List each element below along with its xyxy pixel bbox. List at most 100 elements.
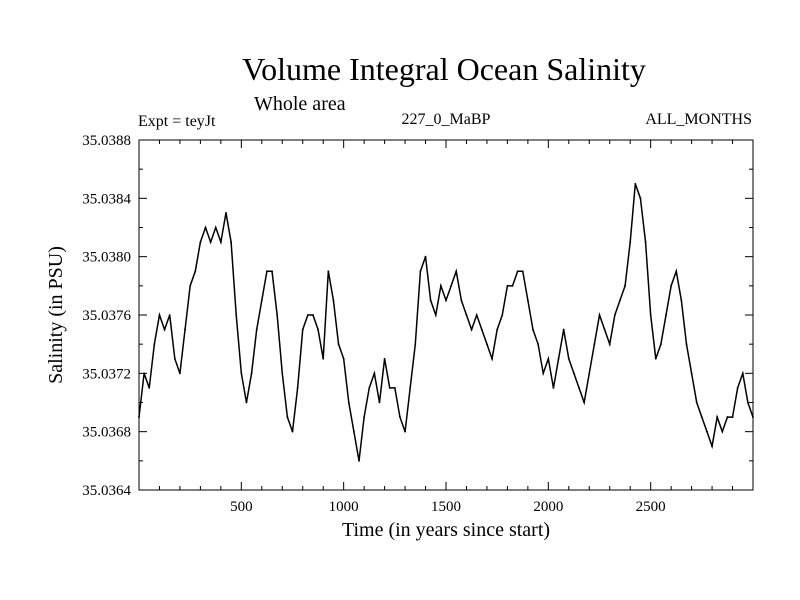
- salinity-data-point: [312, 314, 314, 316]
- salinity-data-point: [721, 430, 724, 433]
- experiment-annotation: Expt = teyJt: [138, 113, 216, 130]
- x-tick-label: 500: [230, 499, 253, 515]
- salinity-data-point: [593, 343, 596, 346]
- salinity-data-point: [731, 416, 734, 418]
- salinity-data-point: [608, 343, 611, 346]
- salinity-data-point: [557, 357, 560, 360]
- salinity-data-point: [547, 357, 550, 360]
- salinity-data-point: [306, 314, 309, 316]
- y-axis-label: Salinity (in PSU): [45, 246, 67, 384]
- salinity-data-point: [685, 343, 688, 346]
- salinity-data-point: [373, 372, 376, 375]
- salinity-data-point: [573, 372, 575, 375]
- salinity-data-point: [675, 270, 678, 273]
- salinity-data-point: [690, 372, 693, 375]
- salinity-data-point: [404, 430, 406, 433]
- salinity-data-point: [204, 226, 207, 229]
- salinity-data-point: [639, 197, 642, 200]
- y-tick-label: 35.0384: [82, 191, 131, 207]
- series-layer: [138, 182, 754, 462]
- salinity-data-point: [322, 357, 325, 360]
- salinity-data-point: [526, 299, 529, 302]
- salinity-data-point: [332, 299, 335, 302]
- y-tick-label: 35.0376: [82, 308, 131, 324]
- salinity-data-point: [552, 387, 555, 389]
- salinity-data-point: [368, 387, 371, 389]
- salinity-data-point: [480, 328, 483, 331]
- salinity-data-point: [598, 314, 601, 316]
- salinity-data-point: [542, 372, 545, 375]
- salinity-data-point: [255, 328, 258, 331]
- salinity-data-point: [624, 284, 626, 287]
- salinity-data-point: [578, 387, 580, 389]
- salinity-data-point: [260, 299, 263, 302]
- salinity-data-point: [173, 357, 176, 360]
- x-tick-label: 2500: [636, 499, 666, 515]
- salinity-data-point: [695, 401, 698, 404]
- ticks-layer: 500 1000 1500 2000 2500 35.0364 35.0368 35.0372…: [82, 133, 753, 515]
- y-tick-label: 35.0388: [82, 133, 131, 149]
- salinity-data-point: [317, 328, 319, 331]
- y-tick-label: 35.0364: [82, 483, 131, 499]
- salinity-data-point: [491, 357, 493, 360]
- salinity-data-point: [465, 314, 468, 316]
- plot-frame: [138, 139, 754, 491]
- salinity-data-point: [199, 241, 202, 243]
- salinity-data-point: [214, 226, 217, 229]
- x-tick-label: 1500: [431, 499, 461, 515]
- y-tick-label: 35.0368: [82, 425, 131, 441]
- salinity-data-point: [225, 212, 227, 214]
- salinity-data-point: [281, 372, 284, 375]
- salinity-data-point: [240, 372, 243, 375]
- salinity-data-point: [189, 284, 192, 287]
- salinity-data-point: [583, 401, 586, 404]
- salinity-data-point: [475, 314, 478, 316]
- salinity-data-point: [706, 430, 708, 433]
- salinity-data-point: [562, 328, 565, 331]
- salinity-data-point: [353, 430, 355, 433]
- salinity-data-point: [460, 299, 463, 302]
- salinity-data-point: [179, 372, 181, 375]
- salinity-data-point: [230, 241, 233, 243]
- salinity-data-point: [184, 328, 186, 331]
- period-annotation: 227_0_MaBP: [402, 111, 491, 128]
- salinity-data-point: [250, 372, 253, 375]
- salinity-data-point: [419, 270, 422, 273]
- salinity-data-point: [716, 416, 719, 418]
- months-annotation: ALL_MONTHS: [645, 111, 752, 128]
- salinity-data-point: [665, 314, 667, 316]
- salinity-data-point: [506, 284, 509, 287]
- salinity-data-point: [388, 387, 391, 389]
- salinity-data-point: [337, 343, 340, 346]
- salinity-data-point: [450, 284, 453, 287]
- salinity-data-point: [327, 270, 330, 273]
- salinity-data-point: [711, 445, 713, 448]
- salinity-data-point: [409, 387, 412, 389]
- salinity-data-point: [153, 343, 156, 346]
- salinity-data-point: [736, 387, 739, 389]
- salinity-data-point: [209, 241, 212, 243]
- salinity-data-point: [286, 416, 289, 418]
- x-tick-label: 1000: [329, 499, 359, 515]
- salinity-data-point: [613, 314, 616, 316]
- salinity-data-point: [378, 401, 381, 404]
- y-tick-label: 35.0372: [82, 366, 131, 382]
- salinity-data-point: [746, 401, 749, 404]
- salinity-data-point: [532, 328, 534, 331]
- salinity-data-point: [194, 270, 197, 273]
- salinity-data-point: [654, 357, 657, 360]
- salinity-data-point: [363, 416, 366, 418]
- salinity-data-point: [680, 299, 683, 302]
- salinity-data-point: [393, 387, 396, 389]
- salinity-data-point: [741, 372, 744, 375]
- salinity-data-point: [219, 241, 222, 243]
- x-axis-label: Time (in years since start): [342, 519, 550, 541]
- salinity-data-point: [266, 270, 268, 273]
- salinity-data-point: [455, 270, 458, 273]
- chart-title: Volume Integral Ocean Salinity: [242, 51, 646, 87]
- salinity-data-point: [660, 343, 662, 346]
- salinity-data-point: [434, 314, 437, 316]
- salinity-data-point: [486, 343, 488, 346]
